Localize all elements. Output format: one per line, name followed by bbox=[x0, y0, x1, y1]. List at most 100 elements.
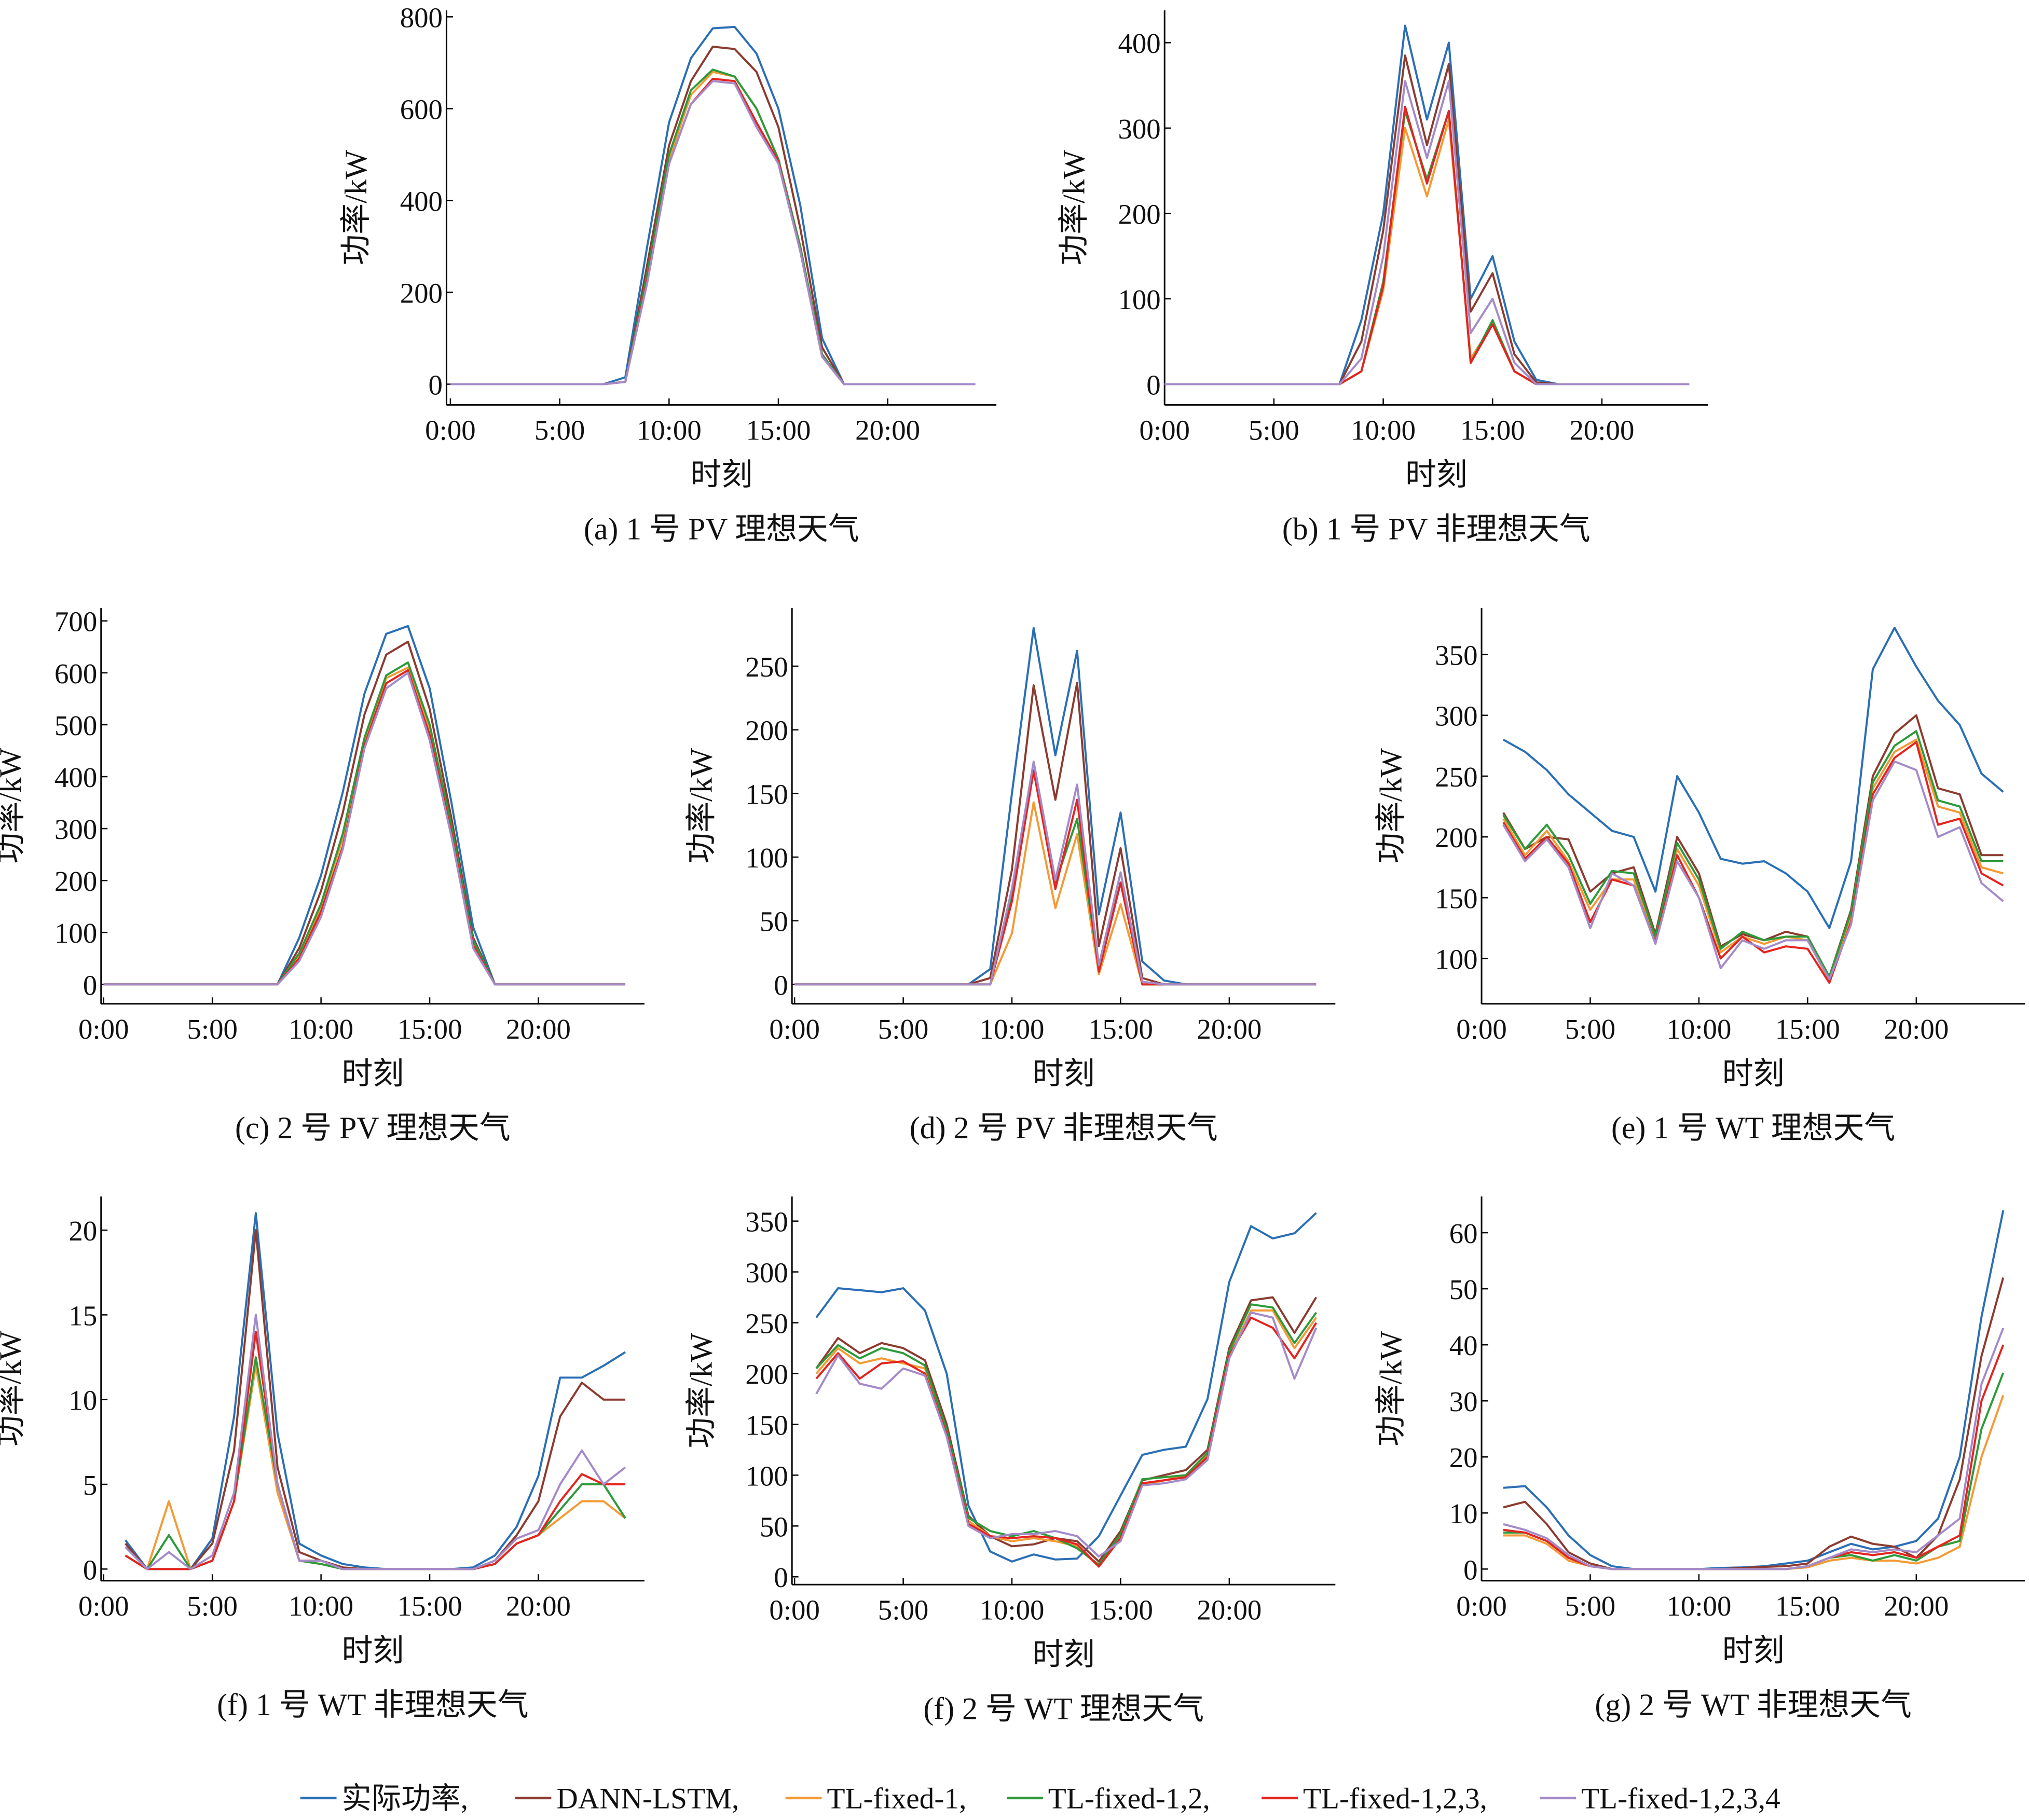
y-tick-label: 200 bbox=[54, 865, 97, 897]
x-tick-label: 5:00 bbox=[878, 1013, 929, 1045]
y-tick-label: 300 bbox=[1435, 700, 1477, 732]
chart-0: 0 200 400 600 800 0:00 5:00 10:00 15:00 20:00 功率/k… bbox=[339, 2, 997, 546]
y-axis-label: 功率/kW bbox=[0, 1331, 28, 1446]
y-tick-label: 50 bbox=[760, 906, 788, 937]
y-tick-label: 0 bbox=[429, 369, 443, 401]
series-line-实际功率 bbox=[794, 627, 1317, 986]
y-tick-label: 700 bbox=[54, 606, 97, 638]
legend-item: TL-fixed-1,2,3, bbox=[1262, 1783, 1487, 1815]
y-tick-label: 200 bbox=[1435, 822, 1477, 853]
y-tick-label: 0 bbox=[83, 969, 97, 1001]
y-tick-label: 150 bbox=[745, 1409, 788, 1441]
legend-item: TL-fixed-1, bbox=[785, 1783, 966, 1815]
y-tick-label: 200 bbox=[745, 715, 788, 747]
series-line-TL-fixed-123 bbox=[1164, 105, 1690, 385]
y-tick-label: 250 bbox=[745, 651, 788, 683]
y-tick-label: 10 bbox=[68, 1385, 97, 1416]
x-tick-label: 5:00 bbox=[1565, 1590, 1616, 1622]
chart-title: (g) 2 号 WT 非理想天气 bbox=[1595, 1688, 1911, 1722]
y-tick-label: 15 bbox=[68, 1300, 97, 1331]
legend-label: DANN-LSTM, bbox=[556, 1783, 739, 1815]
y-tick-label: 0 bbox=[83, 1554, 97, 1585]
y-tick-label: 200 bbox=[1118, 198, 1160, 230]
x-tick-label: 5:00 bbox=[878, 1594, 929, 1626]
y-tick-label: 100 bbox=[745, 842, 788, 874]
x-tick-label: 10:00 bbox=[980, 1013, 1045, 1045]
chart-5: 0 5 10 15 20 0:00 5:00 10:00 15:00 20:00 功率/kW 时刻 (f… bbox=[0, 1196, 645, 1722]
series-line-DANN-LSTM bbox=[1502, 714, 2004, 978]
chart-title: (d) 2 号 PV 非理想天气 bbox=[910, 1111, 1218, 1145]
series-line-TL-fixed-123 bbox=[1503, 1344, 2005, 1570]
series-line-DANN-LSTM bbox=[450, 46, 976, 385]
x-axis-label: 时刻 bbox=[1405, 458, 1468, 492]
chart-title: (a) 1 号 PV 理想天气 bbox=[584, 512, 859, 546]
y-axis-label: 功率/kW bbox=[0, 748, 28, 863]
series-line-TL-fixed-1234 bbox=[1164, 80, 1690, 385]
series-line-DANN-LSTM bbox=[815, 1296, 1318, 1563]
y-tick-label: 350 bbox=[1435, 640, 1477, 671]
series-line-DANN-LSTM bbox=[1503, 1277, 2005, 1570]
series-line-TL-fixed-12 bbox=[1164, 109, 1690, 385]
y-tick-label: 20 bbox=[1449, 1442, 1478, 1473]
x-axis-label: 时刻 bbox=[1033, 1637, 1095, 1672]
chart-title: (f) 2 号 WT 理想天气 bbox=[923, 1692, 1204, 1726]
series-line-TL-fixed-12 bbox=[1503, 1372, 2005, 1570]
y-tick-label: 250 bbox=[1435, 761, 1477, 793]
series-line-实际功率 bbox=[1502, 626, 2004, 929]
y-tick-label: 300 bbox=[745, 1257, 788, 1289]
chart-4: 100 150 200 250 300 350 0:00 5:00 10:00 15:00 20:0… bbox=[1374, 608, 2025, 1145]
x-tick-label: 5:00 bbox=[187, 1590, 238, 1622]
x-tick-label: 0:00 bbox=[769, 1594, 820, 1626]
x-tick-label: 15:00 bbox=[1088, 1013, 1153, 1045]
y-tick-label: 600 bbox=[400, 93, 443, 125]
x-tick-label: 10:00 bbox=[289, 1013, 353, 1045]
y-tick-label: 200 bbox=[400, 277, 443, 309]
y-tick-label: 50 bbox=[1449, 1274, 1478, 1305]
y-tick-label: 50 bbox=[760, 1511, 788, 1542]
chart-title: (c) 2 号 PV 理想天气 bbox=[235, 1111, 511, 1145]
y-tick-label: 200 bbox=[745, 1358, 788, 1390]
x-tick-label: 0:00 bbox=[1139, 415, 1190, 446]
y-axis-label: 功率/kW bbox=[1374, 1331, 1408, 1446]
x-tick-label: 20:00 bbox=[1197, 1013, 1262, 1045]
x-tick-label: 20:00 bbox=[1884, 1590, 1949, 1622]
legend-label: TL-fixed-1,2,3, bbox=[1303, 1783, 1487, 1815]
y-tick-label: 800 bbox=[400, 2, 443, 33]
x-tick-label: 10:00 bbox=[637, 415, 702, 446]
series-line-TL-fixed-1234 bbox=[450, 80, 976, 385]
chart-title: (f) 1 号 WT 非理想天气 bbox=[217, 1688, 528, 1722]
series-line-TL-fixed-1 bbox=[1164, 118, 1690, 385]
y-tick-label: 30 bbox=[1449, 1386, 1478, 1417]
y-tick-label: 0 bbox=[774, 969, 788, 1001]
x-axis-label: 时刻 bbox=[342, 1633, 404, 1667]
legend: 实际功率, DANN-LSTM, TL-fixed-1, TL-fixed-1,2, T… bbox=[300, 1783, 1780, 1815]
x-tick-label: 0:00 bbox=[1456, 1590, 1507, 1622]
x-tick-label: 20:00 bbox=[506, 1590, 571, 1622]
y-axis-label: 功率/kW bbox=[1057, 149, 1091, 265]
x-tick-label: 10:00 bbox=[289, 1590, 353, 1622]
series-line-实际功率 bbox=[1164, 24, 1690, 385]
series-line-TL-fixed-12 bbox=[450, 68, 976, 385]
x-tick-label: 20:00 bbox=[1197, 1594, 1262, 1626]
x-axis-label: 时刻 bbox=[1722, 1633, 1785, 1667]
series-line-TL-fixed-123 bbox=[450, 77, 976, 385]
chart-title: (b) 1 号 PV 非理想天气 bbox=[1282, 512, 1591, 546]
y-tick-label: 5 bbox=[83, 1469, 97, 1501]
y-tick-label: 150 bbox=[1435, 883, 1477, 914]
x-tick-label: 15:00 bbox=[1088, 1594, 1153, 1626]
x-tick-label: 10:00 bbox=[1666, 1590, 1731, 1622]
series-line-TL-fixed-123 bbox=[815, 1316, 1318, 1568]
y-tick-label: 0 bbox=[774, 1562, 788, 1593]
series-line-DANN-LSTM bbox=[794, 681, 1317, 986]
series-line-TL-fixed-1 bbox=[815, 1309, 1318, 1568]
y-tick-label: 100 bbox=[745, 1460, 788, 1492]
x-tick-label: 0:00 bbox=[1456, 1013, 1507, 1045]
series-line-TL-fixed-12 bbox=[815, 1303, 1318, 1566]
y-tick-label: 0 bbox=[1146, 369, 1160, 401]
legend-item: DANN-LSTM, bbox=[515, 1783, 739, 1815]
chart-2: 0 100 200 300 400 500 600 700 0:00 5:00 10:00 15:00… bbox=[0, 606, 645, 1145]
chart-7: 0 10 20 30 40 50 60 0:00 5:00 10:00 15:00 20:00 功率/k… bbox=[1374, 1196, 2025, 1722]
legend-label: TL-fixed-1,2,3,4 bbox=[1581, 1783, 1780, 1815]
series-line-TL-fixed-12 bbox=[103, 661, 626, 986]
